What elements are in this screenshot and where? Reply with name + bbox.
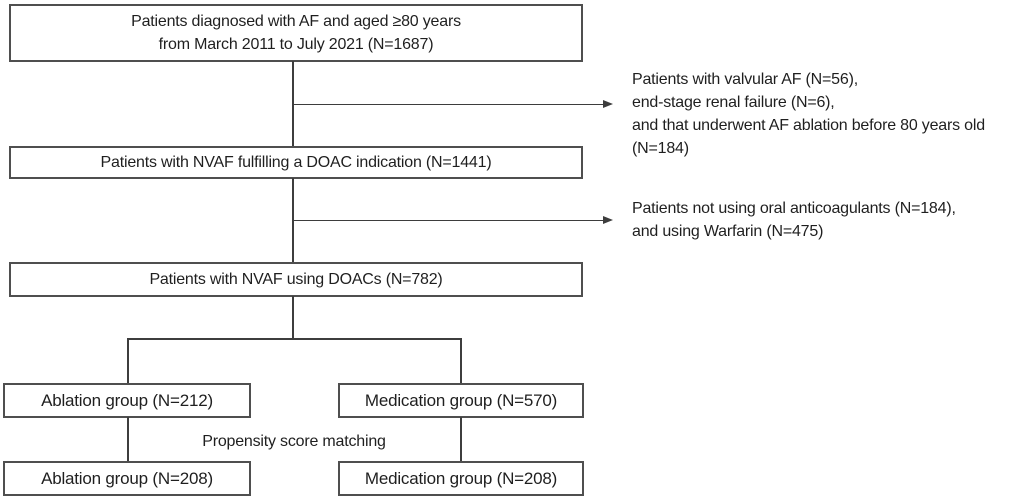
exclusion-text-1-line1: Patients with valvular AF (N=56),: [632, 71, 858, 88]
connector-diagnosed-to-nvaf: [292, 61, 294, 147]
flow-box-medication-post-match: Medication group (N=208): [338, 461, 584, 496]
exclusion-arrow-1-shaft: [293, 103, 604, 105]
flow-box-ablation-pre-match: Ablation group (N=212): [3, 383, 251, 418]
branch-left-line: [127, 338, 129, 384]
exclusion-arrow-2-head-icon: [603, 215, 613, 224]
exclusion-text-1-line3: and that underwent AF ablation before 80…: [632, 117, 985, 134]
exclusion-arrow-1-head-icon: [603, 99, 613, 108]
matching-left-line: [127, 417, 129, 462]
exclusion-arrow-2-shaft: [293, 219, 604, 221]
connector-nvaf-to-doacs: [292, 178, 294, 263]
exclusion-text-1-line2: end-stage renal failure (N=6),: [632, 94, 835, 111]
connector-doacs-to-branch: [292, 296, 294, 339]
flow-box-medication-pre-match-text: Medication group (N=570): [364, 391, 558, 410]
exclusion-text-1-line4: (N=184): [632, 140, 689, 157]
flow-box-ablation-post-match-text: Ablation group (N=208): [41, 469, 213, 488]
matching-right-line: [460, 417, 462, 462]
exclusion-text-2-line1: Patients not using oral anticoagulants (…: [632, 200, 956, 217]
flow-box-diagnosed: Patients diagnosed with AF and aged ≥80 …: [9, 4, 583, 62]
exclusion-text-2: Patients not using oral anticoagulants (…: [632, 197, 1018, 243]
flow-box-nvaf-doac-indication-text: Patients with NVAF fulfilling a DOAC ind…: [100, 154, 492, 171]
flow-box-medication-post-match-text: Medication group (N=208): [364, 469, 558, 488]
flow-box-nvaf-using-doacs: Patients with NVAF using DOACs (N=782): [9, 262, 583, 297]
exclusion-text-2-line2: and using Warfarin (N=475): [632, 223, 824, 240]
flow-box-nvaf-doac-indication: Patients with NVAF fulfilling a DOAC ind…: [9, 146, 583, 179]
flow-box-nvaf-using-doacs-text: Patients with NVAF using DOACs (N=782): [149, 271, 443, 288]
flow-box-ablation-pre-match-text: Ablation group (N=212): [41, 391, 213, 410]
flow-box-ablation-post-match: Ablation group (N=208): [3, 461, 251, 496]
propensity-matching-label: Propensity score matching: [202, 433, 386, 450]
exclusion-text-1: Patients with valvular AF (N=56), end-st…: [632, 68, 1018, 160]
branch-right-line: [460, 338, 462, 384]
branch-horizontal-line: [127, 338, 462, 340]
flow-box-diagnosed-line1: Patients diagnosed with AF and aged ≥80 …: [131, 13, 461, 30]
flow-box-medication-pre-match: Medication group (N=570): [338, 383, 584, 418]
flow-box-diagnosed-line2: from March 2011 to July 2021 (N=1687): [158, 36, 434, 53]
